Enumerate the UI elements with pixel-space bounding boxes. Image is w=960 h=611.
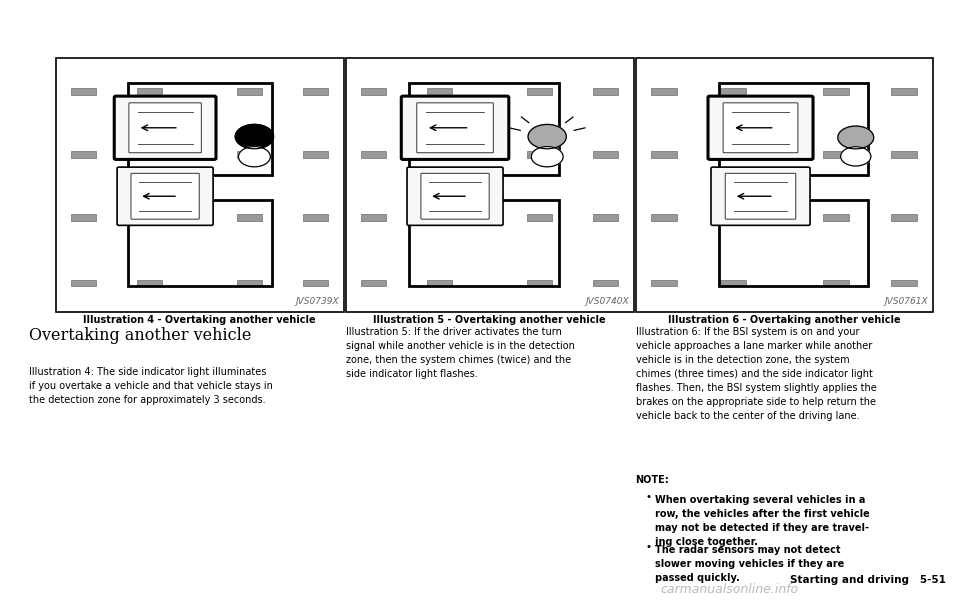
Text: Overtaking another vehicle: Overtaking another vehicle <box>29 327 252 344</box>
Bar <box>652 214 677 221</box>
Bar <box>137 280 162 286</box>
Bar <box>71 280 96 286</box>
Bar <box>719 200 868 286</box>
FancyBboxPatch shape <box>131 174 200 219</box>
Bar <box>427 214 452 221</box>
Bar <box>527 88 552 95</box>
Text: Illustration 5 - Overtaking another vehicle: Illustration 5 - Overtaking another vehi… <box>373 315 606 324</box>
Text: NOTE:: NOTE: <box>636 475 669 485</box>
Bar <box>361 88 386 95</box>
Bar <box>427 280 452 286</box>
Text: carmanualsonline.info: carmanualsonline.info <box>660 583 799 596</box>
Text: Illustration 6: If the BSI system is on and your
vehicle approaches a lane marke: Illustration 6: If the BSI system is on … <box>636 327 876 421</box>
Text: JVS0740X: JVS0740X <box>586 296 629 306</box>
Bar <box>56 58 344 312</box>
Text: Illustration 4: The side indicator light illuminates
if you overtake a vehicle a: Illustration 4: The side indicator light… <box>29 367 273 404</box>
Bar <box>593 152 618 158</box>
Bar <box>361 152 386 158</box>
Circle shape <box>528 125 566 148</box>
Bar <box>636 58 933 312</box>
Bar <box>720 88 746 95</box>
Bar <box>137 214 162 221</box>
Bar <box>237 152 262 158</box>
Bar <box>892 214 917 221</box>
FancyBboxPatch shape <box>708 96 813 159</box>
Bar <box>823 280 849 286</box>
Bar <box>892 88 917 95</box>
Bar <box>593 280 618 286</box>
Bar <box>409 200 559 286</box>
Bar <box>71 214 96 221</box>
Text: When overtaking several vehicles in a
row, the vehicles after the first vehicle
: When overtaking several vehicles in a ro… <box>655 495 870 547</box>
Circle shape <box>838 126 874 149</box>
Bar <box>303 280 328 286</box>
Bar <box>892 280 917 286</box>
Bar <box>427 152 452 158</box>
Text: Illustration 4 - Overtaking another vehicle: Illustration 4 - Overtaking another vehi… <box>84 315 316 324</box>
Bar <box>720 214 746 221</box>
Bar <box>823 214 849 221</box>
Text: Illustration 6 - Overtaking another vehicle: Illustration 6 - Overtaking another vehi… <box>668 315 900 324</box>
Bar <box>237 214 262 221</box>
FancyBboxPatch shape <box>711 167 810 225</box>
Bar <box>128 84 272 175</box>
Bar <box>128 200 272 286</box>
Text: JVS0739X: JVS0739X <box>296 296 339 306</box>
Text: JVS0761X: JVS0761X <box>885 296 928 306</box>
Bar <box>71 152 96 158</box>
Bar <box>409 84 559 175</box>
Bar <box>593 214 618 221</box>
Circle shape <box>841 147 871 166</box>
Bar <box>361 214 386 221</box>
Bar <box>137 152 162 158</box>
Text: Starting and driving   5-51: Starting and driving 5-51 <box>790 576 946 585</box>
Bar <box>527 214 552 221</box>
Text: •: • <box>645 542 651 552</box>
Bar <box>527 280 552 286</box>
Circle shape <box>238 147 271 167</box>
Bar <box>719 84 868 175</box>
Text: •: • <box>645 492 651 502</box>
Bar <box>720 280 746 286</box>
Bar <box>71 88 96 95</box>
Bar <box>823 88 849 95</box>
FancyBboxPatch shape <box>723 103 798 153</box>
Bar <box>527 152 552 158</box>
Bar <box>361 280 386 286</box>
Bar <box>303 214 328 221</box>
FancyBboxPatch shape <box>401 96 509 159</box>
Bar <box>720 152 746 158</box>
Circle shape <box>531 147 564 167</box>
Text: The radar sensors may not detect
slower moving vehicles if they are
passed quick: The radar sensors may not detect slower … <box>655 545 844 583</box>
FancyBboxPatch shape <box>417 103 493 153</box>
FancyBboxPatch shape <box>407 167 503 225</box>
Bar <box>237 280 262 286</box>
FancyBboxPatch shape <box>420 174 490 219</box>
Bar <box>346 58 634 312</box>
Bar <box>237 88 262 95</box>
Bar <box>823 152 849 158</box>
Bar <box>137 88 162 95</box>
FancyBboxPatch shape <box>117 167 213 225</box>
Bar <box>593 88 618 95</box>
Circle shape <box>235 125 274 148</box>
Bar <box>303 88 328 95</box>
Bar <box>303 152 328 158</box>
Bar <box>652 280 677 286</box>
Bar <box>892 152 917 158</box>
FancyBboxPatch shape <box>129 103 202 153</box>
FancyBboxPatch shape <box>725 174 796 219</box>
Bar <box>427 88 452 95</box>
FancyBboxPatch shape <box>114 96 216 159</box>
Bar <box>652 88 677 95</box>
Text: Illustration 5: If the driver activates the turn
signal while another vehicle is: Illustration 5: If the driver activates … <box>346 327 574 379</box>
Bar <box>652 152 677 158</box>
